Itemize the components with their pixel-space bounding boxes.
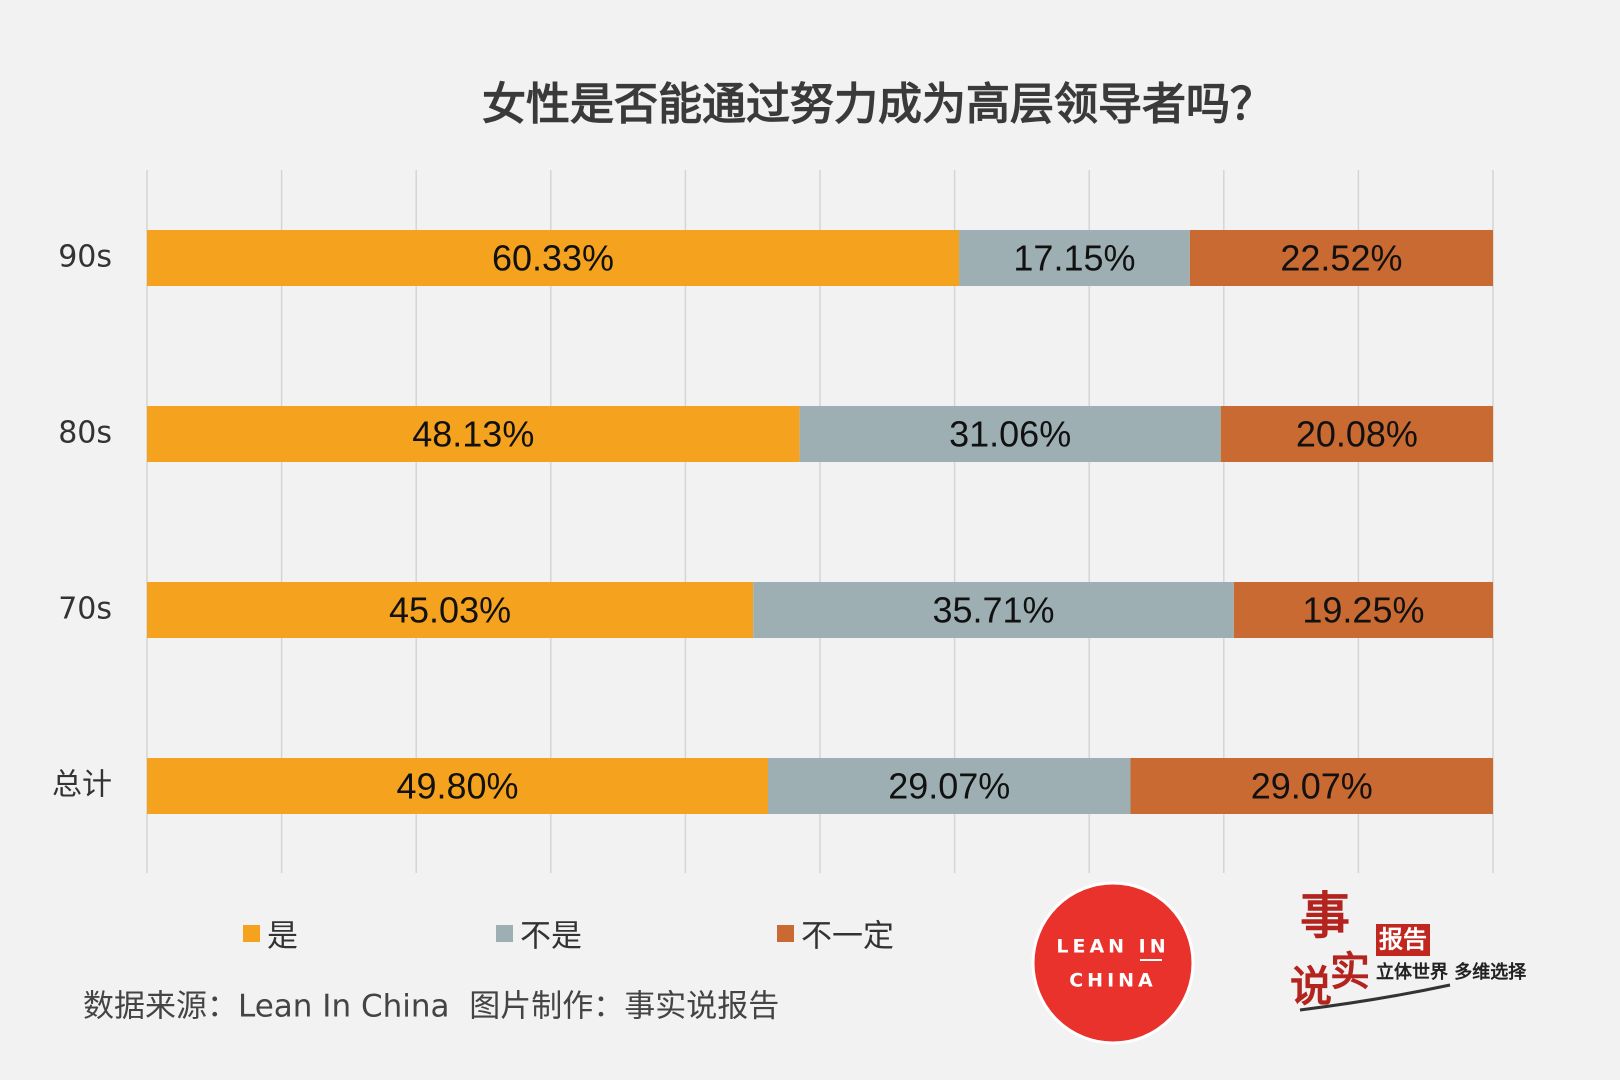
value-label: 60.33% [492, 238, 614, 279]
chart-title: 女性是否能通过努力成为高层领导者吗？ [482, 79, 1274, 130]
bar-segment [147, 582, 754, 638]
bar-segment [147, 758, 769, 814]
legend-label: 不是 [520, 919, 582, 955]
legend-label: 不一定 [801, 919, 894, 955]
bar-segment [1220, 406, 1493, 462]
logo-circle [1031, 881, 1195, 1045]
logo-slogan: 立体世界 多维选择 [1376, 961, 1527, 983]
bar-segment [1130, 758, 1493, 814]
logo-text: CHINA [1069, 970, 1157, 992]
bar-segment [1233, 582, 1493, 638]
bar-segment [799, 406, 1221, 462]
bar-segment [147, 406, 800, 462]
bar-segment [959, 230, 1190, 286]
logo-text: LEAN IN [1056, 936, 1169, 958]
value-label: 19.25% [1302, 590, 1424, 631]
source-note: 数据来源：Lean In China 图片制作：事实说报告 [83, 989, 779, 1025]
y-tick-label: 70s [58, 592, 112, 627]
legend-swatch [777, 925, 794, 942]
logo-char: 说 [1290, 962, 1332, 1011]
logo-char: 事 [1300, 886, 1350, 945]
value-label: 35.71% [932, 590, 1054, 631]
value-label: 29.07% [1251, 766, 1373, 807]
y-tick-label: 总计 [52, 768, 112, 803]
bar-segment [768, 758, 1131, 814]
value-label: 49.80% [396, 766, 518, 807]
plot: 90s 60.33% 17.15% 22.52% 80s 48.13% 31.06% 20.0… [52, 170, 1494, 955]
logo-badge-text: 报告 [1379, 925, 1427, 954]
value-label: 31.06% [949, 414, 1071, 455]
value-label: 17.15% [1013, 238, 1135, 279]
y-tick-label: 80s [58, 416, 112, 451]
value-label: 22.52% [1280, 238, 1402, 279]
logo-badge [1376, 924, 1430, 956]
value-label: 48.13% [412, 414, 534, 455]
bar-segment [1189, 230, 1493, 286]
legend-label: 是 [267, 919, 298, 955]
logo-char: 实 [1330, 948, 1370, 995]
legend-swatch [496, 925, 513, 942]
bar-segment [753, 582, 1234, 638]
value-label: 45.03% [389, 590, 511, 631]
value-label: 20.08% [1296, 414, 1418, 455]
value-label: 29.07% [888, 766, 1010, 807]
logo-brush [1299, 983, 1451, 1012]
legend-swatch [243, 925, 260, 942]
y-tick-label: 90s [58, 240, 112, 275]
shishi-logo: 事 实 说 报告 立体世界 多维选择 [1290, 886, 1527, 1012]
lean-in-logo: LEAN IN CHINA [1031, 881, 1195, 1045]
bar-segment [147, 230, 960, 286]
